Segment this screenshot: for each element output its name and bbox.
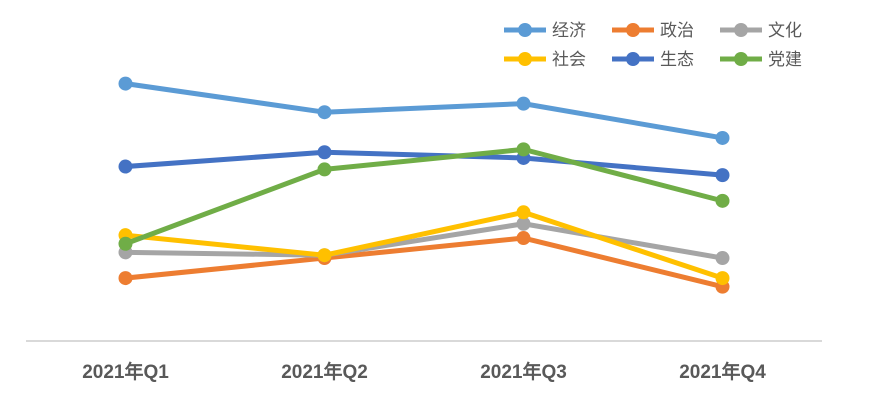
legend-marker-icon xyxy=(612,52,654,66)
data-point-society-q4 xyxy=(715,271,730,286)
data-point-ecology-q4 xyxy=(715,168,730,183)
legend-label: 文化 xyxy=(768,20,802,40)
data-point-party-building-q3 xyxy=(516,142,531,157)
series-culture xyxy=(118,216,730,266)
legend-item-economy: 经济 xyxy=(503,18,611,42)
x-axis-label-q4: 2021年Q4 xyxy=(679,362,766,383)
x-axis-label-q3: 2021年Q3 xyxy=(480,362,567,383)
legend-marker-icon xyxy=(720,52,762,66)
data-point-society-q2 xyxy=(317,248,332,263)
chart-legend: 经济 政治 文化社会 生态 党建 xyxy=(503,18,827,71)
x-axis-label-q2: 2021年Q2 xyxy=(281,362,368,383)
legend-item-party-building: 党建 xyxy=(719,47,827,71)
data-point-society-q3 xyxy=(516,205,531,220)
legend-label: 社会 xyxy=(552,49,586,69)
legend-item-politics: 政治 xyxy=(611,18,719,42)
legend-label: 政治 xyxy=(660,20,694,40)
series-economy xyxy=(118,76,730,145)
series-line-ecology xyxy=(125,149,723,178)
legend-item-culture: 文化 xyxy=(719,18,827,42)
data-point-economy-q2 xyxy=(317,105,332,120)
data-point-culture-q4 xyxy=(715,251,730,266)
data-point-politics-q1 xyxy=(118,271,133,286)
data-point-economy-q3 xyxy=(516,96,531,111)
data-point-culture-q3 xyxy=(516,216,531,231)
data-point-party-building-q1 xyxy=(118,236,133,251)
legend-label: 经济 xyxy=(552,20,586,40)
series-party-building xyxy=(118,142,730,251)
series-politics xyxy=(118,231,730,294)
data-point-party-building-q2 xyxy=(317,162,332,177)
legend-marker-icon xyxy=(612,23,654,37)
legend-marker-icon xyxy=(504,52,546,66)
legend-marker-icon xyxy=(720,23,762,37)
x-axis-label-q1: 2021年Q1 xyxy=(82,362,169,383)
series-line-economy xyxy=(125,81,723,141)
data-point-economy-q1 xyxy=(118,76,133,91)
series-line-politics xyxy=(125,235,724,290)
legend-label: 党建 xyxy=(768,49,802,69)
legend-item-ecology: 生态 xyxy=(611,47,719,71)
data-point-party-building-q4 xyxy=(715,193,730,208)
series-line-culture xyxy=(125,221,723,261)
data-point-politics-q3 xyxy=(516,231,531,246)
legend-item-society: 社会 xyxy=(503,47,611,71)
data-point-ecology-q2 xyxy=(317,145,332,160)
legend-marker-icon xyxy=(504,23,546,37)
data-point-economy-q4 xyxy=(715,130,730,145)
data-point-ecology-q1 xyxy=(118,159,133,174)
series-line-society xyxy=(125,209,724,281)
legend-label: 生态 xyxy=(660,49,694,69)
series-line-party-building xyxy=(124,146,724,247)
